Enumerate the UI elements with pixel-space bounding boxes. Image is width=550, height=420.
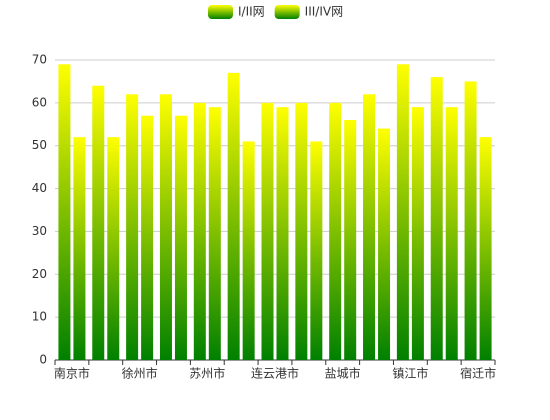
bar xyxy=(445,107,458,361)
x-tick-label: 连云港市 xyxy=(251,366,299,381)
x-tick-label: 镇江市 xyxy=(392,366,428,381)
bar xyxy=(141,115,154,360)
bar xyxy=(396,64,409,361)
bar xyxy=(227,72,240,360)
bar xyxy=(464,81,477,360)
bar xyxy=(430,77,443,361)
bar xyxy=(363,94,376,361)
y-tick-label: 0 xyxy=(39,353,47,367)
x-tick-label: 徐州市 xyxy=(122,366,158,381)
bar xyxy=(208,107,221,361)
y-tick-label: 70 xyxy=(32,53,47,67)
bar xyxy=(92,85,105,360)
bar xyxy=(378,128,391,360)
y-tick-label: 10 xyxy=(32,310,47,324)
y-tick-label: 30 xyxy=(32,224,47,238)
bar xyxy=(159,94,172,361)
x-tick-label: 南京市 xyxy=(54,366,90,381)
bar xyxy=(193,102,206,360)
legend-swatch xyxy=(274,5,300,19)
bar xyxy=(310,141,323,360)
bar xyxy=(329,102,342,360)
y-tick-label: 60 xyxy=(32,95,47,109)
x-tick-label: 盐城市 xyxy=(325,366,361,381)
bar xyxy=(411,107,424,361)
bar xyxy=(242,141,255,360)
y-tick-label: 20 xyxy=(32,267,47,281)
y-tick-label: 40 xyxy=(32,181,47,195)
bar xyxy=(479,137,492,360)
bar xyxy=(73,137,86,360)
bar xyxy=(261,102,274,360)
bar xyxy=(344,120,357,360)
y-tick-label: 50 xyxy=(32,138,47,152)
bar xyxy=(126,94,139,361)
legend-label: III/IV网 xyxy=(305,5,343,19)
legend-label: I/II网 xyxy=(238,5,265,19)
bar xyxy=(276,107,289,361)
x-tick-label: 苏州市 xyxy=(189,366,225,381)
bar xyxy=(295,102,308,360)
x-tick-label: 宿迁市 xyxy=(460,366,496,381)
bar xyxy=(174,115,187,360)
legend-swatch xyxy=(208,5,233,19)
bar xyxy=(107,137,120,360)
bar xyxy=(58,64,71,361)
